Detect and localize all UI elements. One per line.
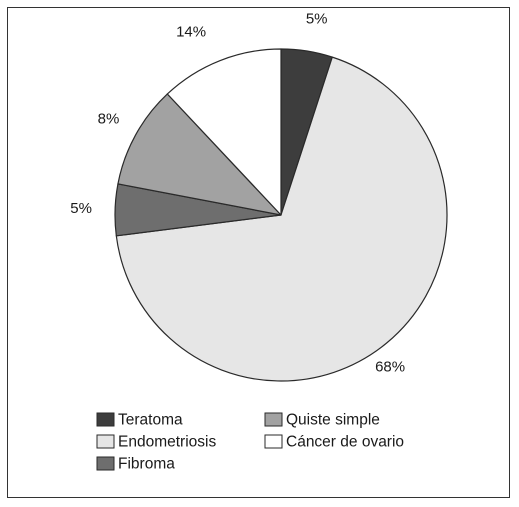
legend-item-quiste-simple: Quiste simple (264, 412, 380, 429)
legend-swatch-endometriosis (96, 434, 115, 449)
pie-slices (114, 48, 448, 382)
pie-slice-quiste-simple (117, 93, 282, 216)
pie-slice-labels: 5% 68% 5% 8% 14% (70, 10, 405, 375)
legend-swatch-cancer-de-ovario (264, 434, 283, 449)
slice-label-teratoma: 5% (306, 10, 328, 27)
pie-slice-cancer-de-ovario (166, 48, 282, 216)
legend-item-fibroma: Fibroma (96, 456, 175, 473)
legend-label-cancer-de-ovario: Cáncer de ovario (286, 434, 404, 451)
legend-label-fibroma: Fibroma (118, 456, 175, 473)
legend-item-teratoma: Teratoma (96, 412, 183, 429)
legend-label-quiste-simple: Quiste simple (286, 412, 380, 429)
legend-item-endometriosis: Endometriosis (96, 434, 216, 451)
slice-label-quiste-simple: 8% (98, 110, 120, 127)
slice-label-endometriosis: 68% (375, 358, 405, 375)
chart-legend: Teratoma Quiste simple Endometriosis Cáncer… (96, 412, 404, 473)
slice-label-cancer-de-ovario: 14% (176, 23, 206, 40)
legend-swatch-fibroma (96, 456, 115, 471)
legend-swatch-teratoma (96, 412, 115, 427)
pie-slice-endometriosis (115, 56, 448, 382)
legend-label-teratoma: Teratoma (118, 412, 183, 429)
legend-item-cancer-de-ovario: Cáncer de ovario (264, 434, 404, 451)
legend-swatch-quiste-simple (264, 412, 283, 427)
slice-label-fibroma: 5% (70, 200, 92, 217)
legend-label-endometriosis: Endometriosis (118, 434, 216, 451)
